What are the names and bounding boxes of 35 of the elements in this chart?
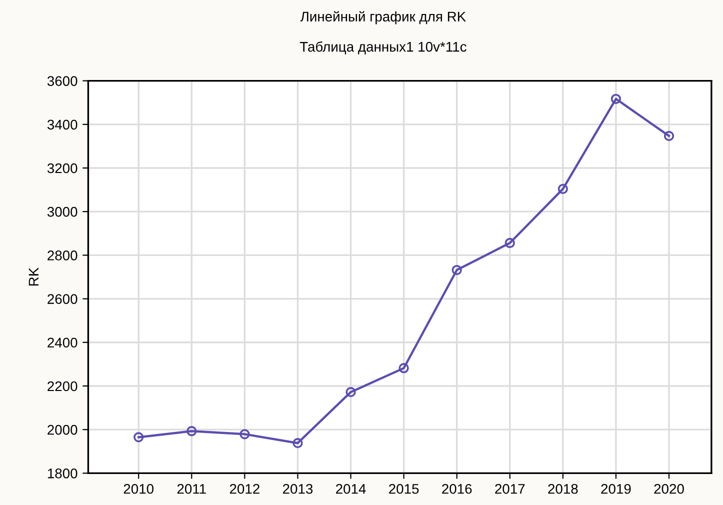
y-tick-label: 2200	[48, 381, 78, 392]
point	[346, 387, 356, 398]
point	[186, 426, 197, 436]
point	[134, 432, 144, 442]
point	[558, 184, 568, 194]
point	[504, 238, 515, 248]
x-tick-label: 2010	[124, 484, 154, 494]
y-tick-label: 2800	[48, 250, 78, 260]
y-tick-label: 3200	[47, 163, 78, 174]
x-tick-label: 2017	[495, 484, 525, 494]
y-tick-label: 2000	[48, 424, 78, 435]
point	[452, 264, 462, 276]
x-tick-label: 2020	[654, 484, 684, 494]
chart-title: Линейный график для RK	[300, 11, 466, 24]
point	[240, 429, 250, 440]
point	[664, 130, 674, 142]
x-tick-label: 2011	[177, 484, 206, 494]
y-tick-label: 2400	[48, 338, 78, 348]
x-tick-label: 2016	[442, 484, 472, 494]
y-tick-label: 3000	[47, 206, 78, 217]
x-tick-label: 2019	[601, 484, 631, 494]
y-axis-title: RK	[28, 268, 38, 286]
point	[610, 94, 622, 104]
y-tick-label: 1800	[48, 468, 78, 478]
chart-subtitle: Таблица данных1 10v*11c	[300, 41, 466, 54]
x-tick-label: 2012	[230, 484, 260, 494]
x-tick-label: 2013	[282, 484, 313, 494]
y-tick-label: 2600	[48, 294, 78, 304]
x-tick-label: 2018	[548, 484, 578, 494]
y-tick-label: 3600	[47, 76, 78, 86]
x-tick-label: 2014	[336, 484, 366, 494]
point	[292, 438, 303, 448]
y-tick-label: 3400	[47, 120, 78, 130]
x-tick-label: 2015	[389, 484, 419, 494]
point	[398, 363, 409, 374]
